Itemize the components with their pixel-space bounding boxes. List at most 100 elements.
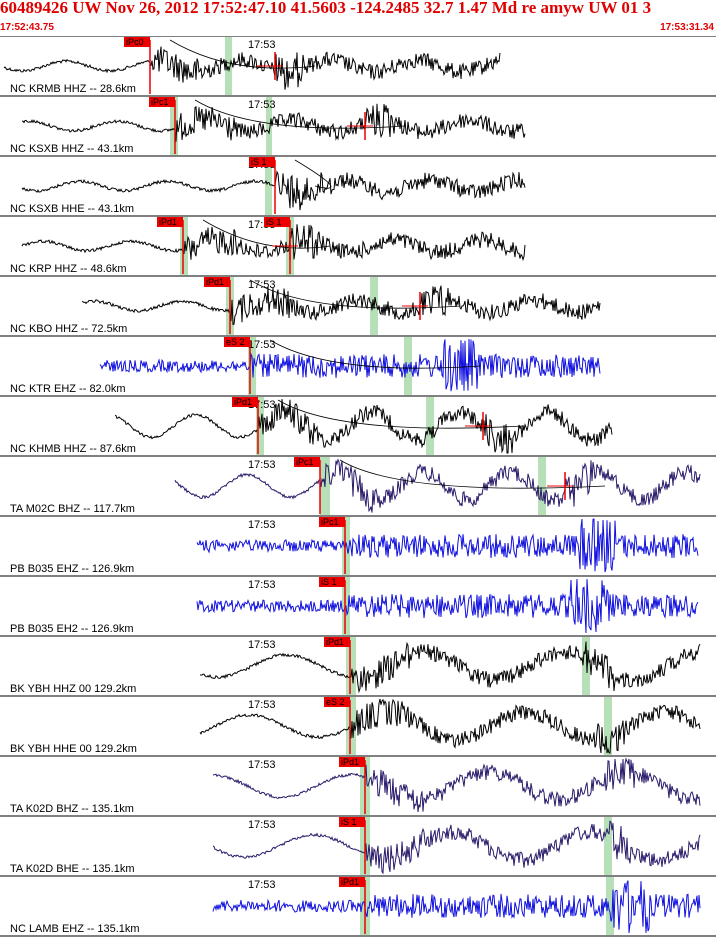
- trace-row[interactable]: 17:53 eS 2 BK YBH HHE 00 129.2km: [0, 695, 716, 755]
- trace-row[interactable]: 17:53 iPc1 TA M02C BHZ -- 117.7km: [0, 455, 716, 515]
- station-label: TA M02C BHZ -- 117.7km: [10, 503, 135, 515]
- station-label: BK YBH HHE 00 129.2km: [10, 743, 137, 755]
- coda-curve: [249, 279, 461, 309]
- waveform: [21, 103, 526, 142]
- trace-row[interactable]: 17:53 iPd1 NC LAMB EHZ -- 135.1km: [0, 875, 716, 935]
- waveform: [199, 698, 701, 754]
- pick-label: iS 1: [321, 577, 337, 587]
- waveform: [99, 338, 601, 392]
- coda-curve: [194, 99, 406, 129]
- pick-flag[interactable]: [224, 337, 250, 347]
- minute-tick-label: 17:53: [248, 819, 276, 831]
- waveform: [81, 285, 601, 326]
- pick-label: iPd1: [234, 397, 252, 407]
- station-label: BK YBH HHZ 00 129.2km: [10, 683, 136, 695]
- pick-window-shade: [342, 517, 350, 575]
- minute-tick-label: 17:53: [248, 639, 276, 651]
- minute-tick-label: 17:53: [248, 339, 276, 351]
- pick-flag[interactable]: [339, 817, 365, 827]
- station-label: NC KRMB HHZ -- 28.6km: [10, 83, 136, 95]
- trace-row[interactable]: 17:53 iPc0 NC KRMB HHZ -- 28.6km: [0, 36, 716, 95]
- pick-flag[interactable]: [249, 157, 275, 167]
- pick-window-shade: [538, 457, 546, 515]
- waveform: [21, 224, 526, 262]
- waveform: [196, 518, 699, 573]
- pick-label: iS 1: [341, 817, 357, 827]
- pick-flag[interactable]: [157, 217, 183, 227]
- pick-flag[interactable]: [339, 757, 365, 767]
- event-title: 60489426 UW Nov 26, 2012 17:52:47.10 41.…: [0, 0, 652, 17]
- pick-label: iPc0: [126, 37, 144, 47]
- coda-curve: [269, 339, 481, 369]
- end-time: 17:53:31.34: [660, 22, 714, 33]
- pick-flag[interactable]: [264, 217, 290, 227]
- minute-tick-label: 17:53: [248, 99, 276, 111]
- pick-flag[interactable]: [339, 877, 365, 887]
- pick-window-shade: [426, 397, 434, 455]
- pick-window-shade: [266, 97, 272, 155]
- waveform: [196, 578, 699, 634]
- pick-label: iPc1: [151, 97, 169, 107]
- coda-curve: [277, 399, 524, 429]
- pick-window-shade: [265, 157, 272, 215]
- trace-row[interactable]: 17:53 iPc1 PB B035 EHZ -- 126.9km: [0, 515, 716, 575]
- trace-row[interactable]: 17:53 iPc1 NC KSXB HHZ -- 43.1km: [0, 95, 716, 155]
- pick-label: iS 1: [251, 157, 267, 167]
- trace-row[interactable]: 17:53 iPd1 BK YBH HHZ 00 129.2km: [0, 635, 716, 695]
- pick-window-shade: [170, 97, 178, 155]
- pick-flag[interactable]: [324, 637, 350, 647]
- station-label: TA K02D BHE -- 135.1km: [10, 863, 135, 875]
- pick-flag[interactable]: [319, 577, 345, 587]
- pick-flag[interactable]: [149, 97, 175, 107]
- pick-flag[interactable]: [232, 397, 258, 407]
- pick-window-shade: [346, 697, 356, 755]
- waveform: [174, 458, 701, 513]
- pick-label: iPc1: [296, 457, 314, 467]
- pick-label: iPd1: [341, 757, 359, 767]
- pick-label: iPd1: [341, 877, 359, 887]
- pick-label: iPd1: [326, 637, 344, 647]
- minute-tick-label: 17:53: [248, 519, 276, 531]
- pick-flag[interactable]: [319, 517, 345, 527]
- station-label: NC KBO HHZ -- 72.5km: [10, 323, 127, 335]
- pick-label: iS 1: [266, 217, 282, 227]
- minute-tick-label: 17:53: [248, 879, 276, 891]
- header-bar: 60489426 UW Nov 26, 2012 17:52:47.10 41.…: [0, 0, 716, 36]
- pick-window-shade: [604, 817, 612, 875]
- station-label: NC KSXB HHZ -- 43.1km: [10, 143, 133, 155]
- pick-label: eS 2: [326, 697, 345, 707]
- waveform: [21, 170, 526, 211]
- waveform: [212, 820, 701, 875]
- trace-row[interactable]: 17:53 iPd1 TA K02D BHZ -- 135.1km: [0, 755, 716, 815]
- station-label: NC KRP HHZ -- 48.6km: [10, 263, 127, 275]
- trace-row[interactable]: 17:53 iPd1 NC KBO HHZ -- 72.5km: [0, 275, 716, 335]
- pick-flag[interactable]: [204, 277, 230, 287]
- pick-flag[interactable]: [294, 457, 320, 467]
- pick-flag[interactable]: [324, 697, 350, 707]
- station-label: NC LAMB EHZ -- 135.1km: [10, 923, 140, 935]
- waveform: [114, 399, 613, 454]
- minute-tick-label: 17:53: [248, 759, 276, 771]
- pick-window-shade: [225, 37, 232, 95]
- pick-window-shade: [606, 877, 614, 935]
- start-time: 17:52:43.75: [0, 22, 54, 33]
- trace-row[interactable]: 17:53 iS 1 PB B035 EH2 -- 126.9km: [0, 575, 716, 635]
- station-label: NC KSXB HHE -- 43.1km: [10, 203, 134, 215]
- seismogram-panel[interactable]: 17:53 iPc0 NC KRMB HHZ -- 28.6km 17:53 iPc1 N…: [0, 36, 716, 938]
- pick-window-shade: [346, 637, 356, 695]
- minute-tick-label: 17:53: [248, 39, 276, 51]
- station-label: PB B035 EH2 -- 126.9km: [10, 623, 134, 635]
- waveform: [199, 641, 701, 694]
- station-label: PB B035 EHZ -- 126.9km: [10, 563, 134, 575]
- waveform: [212, 757, 701, 813]
- minute-tick-label: 17:53: [248, 699, 276, 711]
- pick-flag[interactable]: [124, 37, 150, 47]
- pick-window-shade: [582, 637, 590, 695]
- minute-tick-label: 17:53: [248, 459, 276, 471]
- trace-row[interactable]: 17:53 iS 1 TA K02D BHE -- 135.1km: [0, 815, 716, 875]
- coda-curve: [202, 219, 331, 249]
